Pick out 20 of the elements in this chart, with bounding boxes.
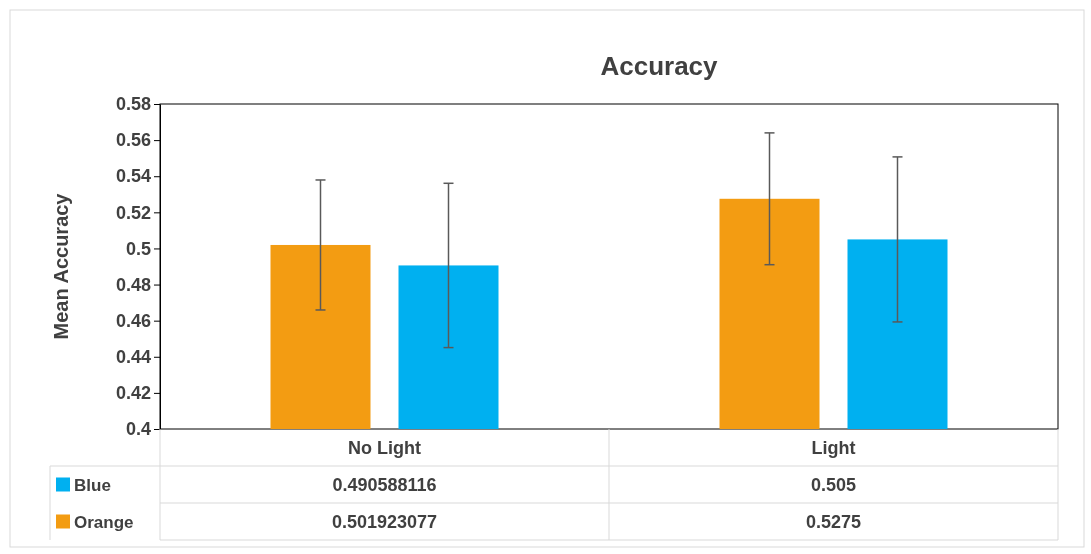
y-tick-label: 0.46 bbox=[115, 310, 151, 331]
y-tick-label: 0.48 bbox=[115, 274, 151, 295]
data-label: 0.501923077 bbox=[331, 511, 438, 532]
chart-title: Accuracy bbox=[600, 51, 719, 81]
data-label: 0.490588116 bbox=[332, 474, 437, 495]
y-tick-label: 0.52 bbox=[115, 202, 151, 223]
x-tick-label: Light bbox=[811, 437, 856, 458]
data-label: 0.505 bbox=[810, 474, 857, 495]
y-tick-label: 0.56 bbox=[115, 130, 151, 151]
data-label: 0.5275 bbox=[805, 511, 862, 532]
legend-label: Blue bbox=[74, 475, 111, 495]
x-tick-label: No Light bbox=[348, 437, 421, 458]
y-tick-label: 0.42 bbox=[115, 383, 151, 404]
y-tick-label: 0.44 bbox=[115, 347, 151, 368]
legend-label: Orange bbox=[74, 512, 134, 532]
y-axis-title: Mean Accuracy bbox=[50, 192, 72, 340]
y-tick-label: 0.5 bbox=[125, 238, 151, 259]
y-tick-label: 0.54 bbox=[115, 166, 151, 187]
y-tick-label: 0.58 bbox=[115, 94, 151, 115]
y-tick-label: 0.4 bbox=[125, 419, 151, 440]
